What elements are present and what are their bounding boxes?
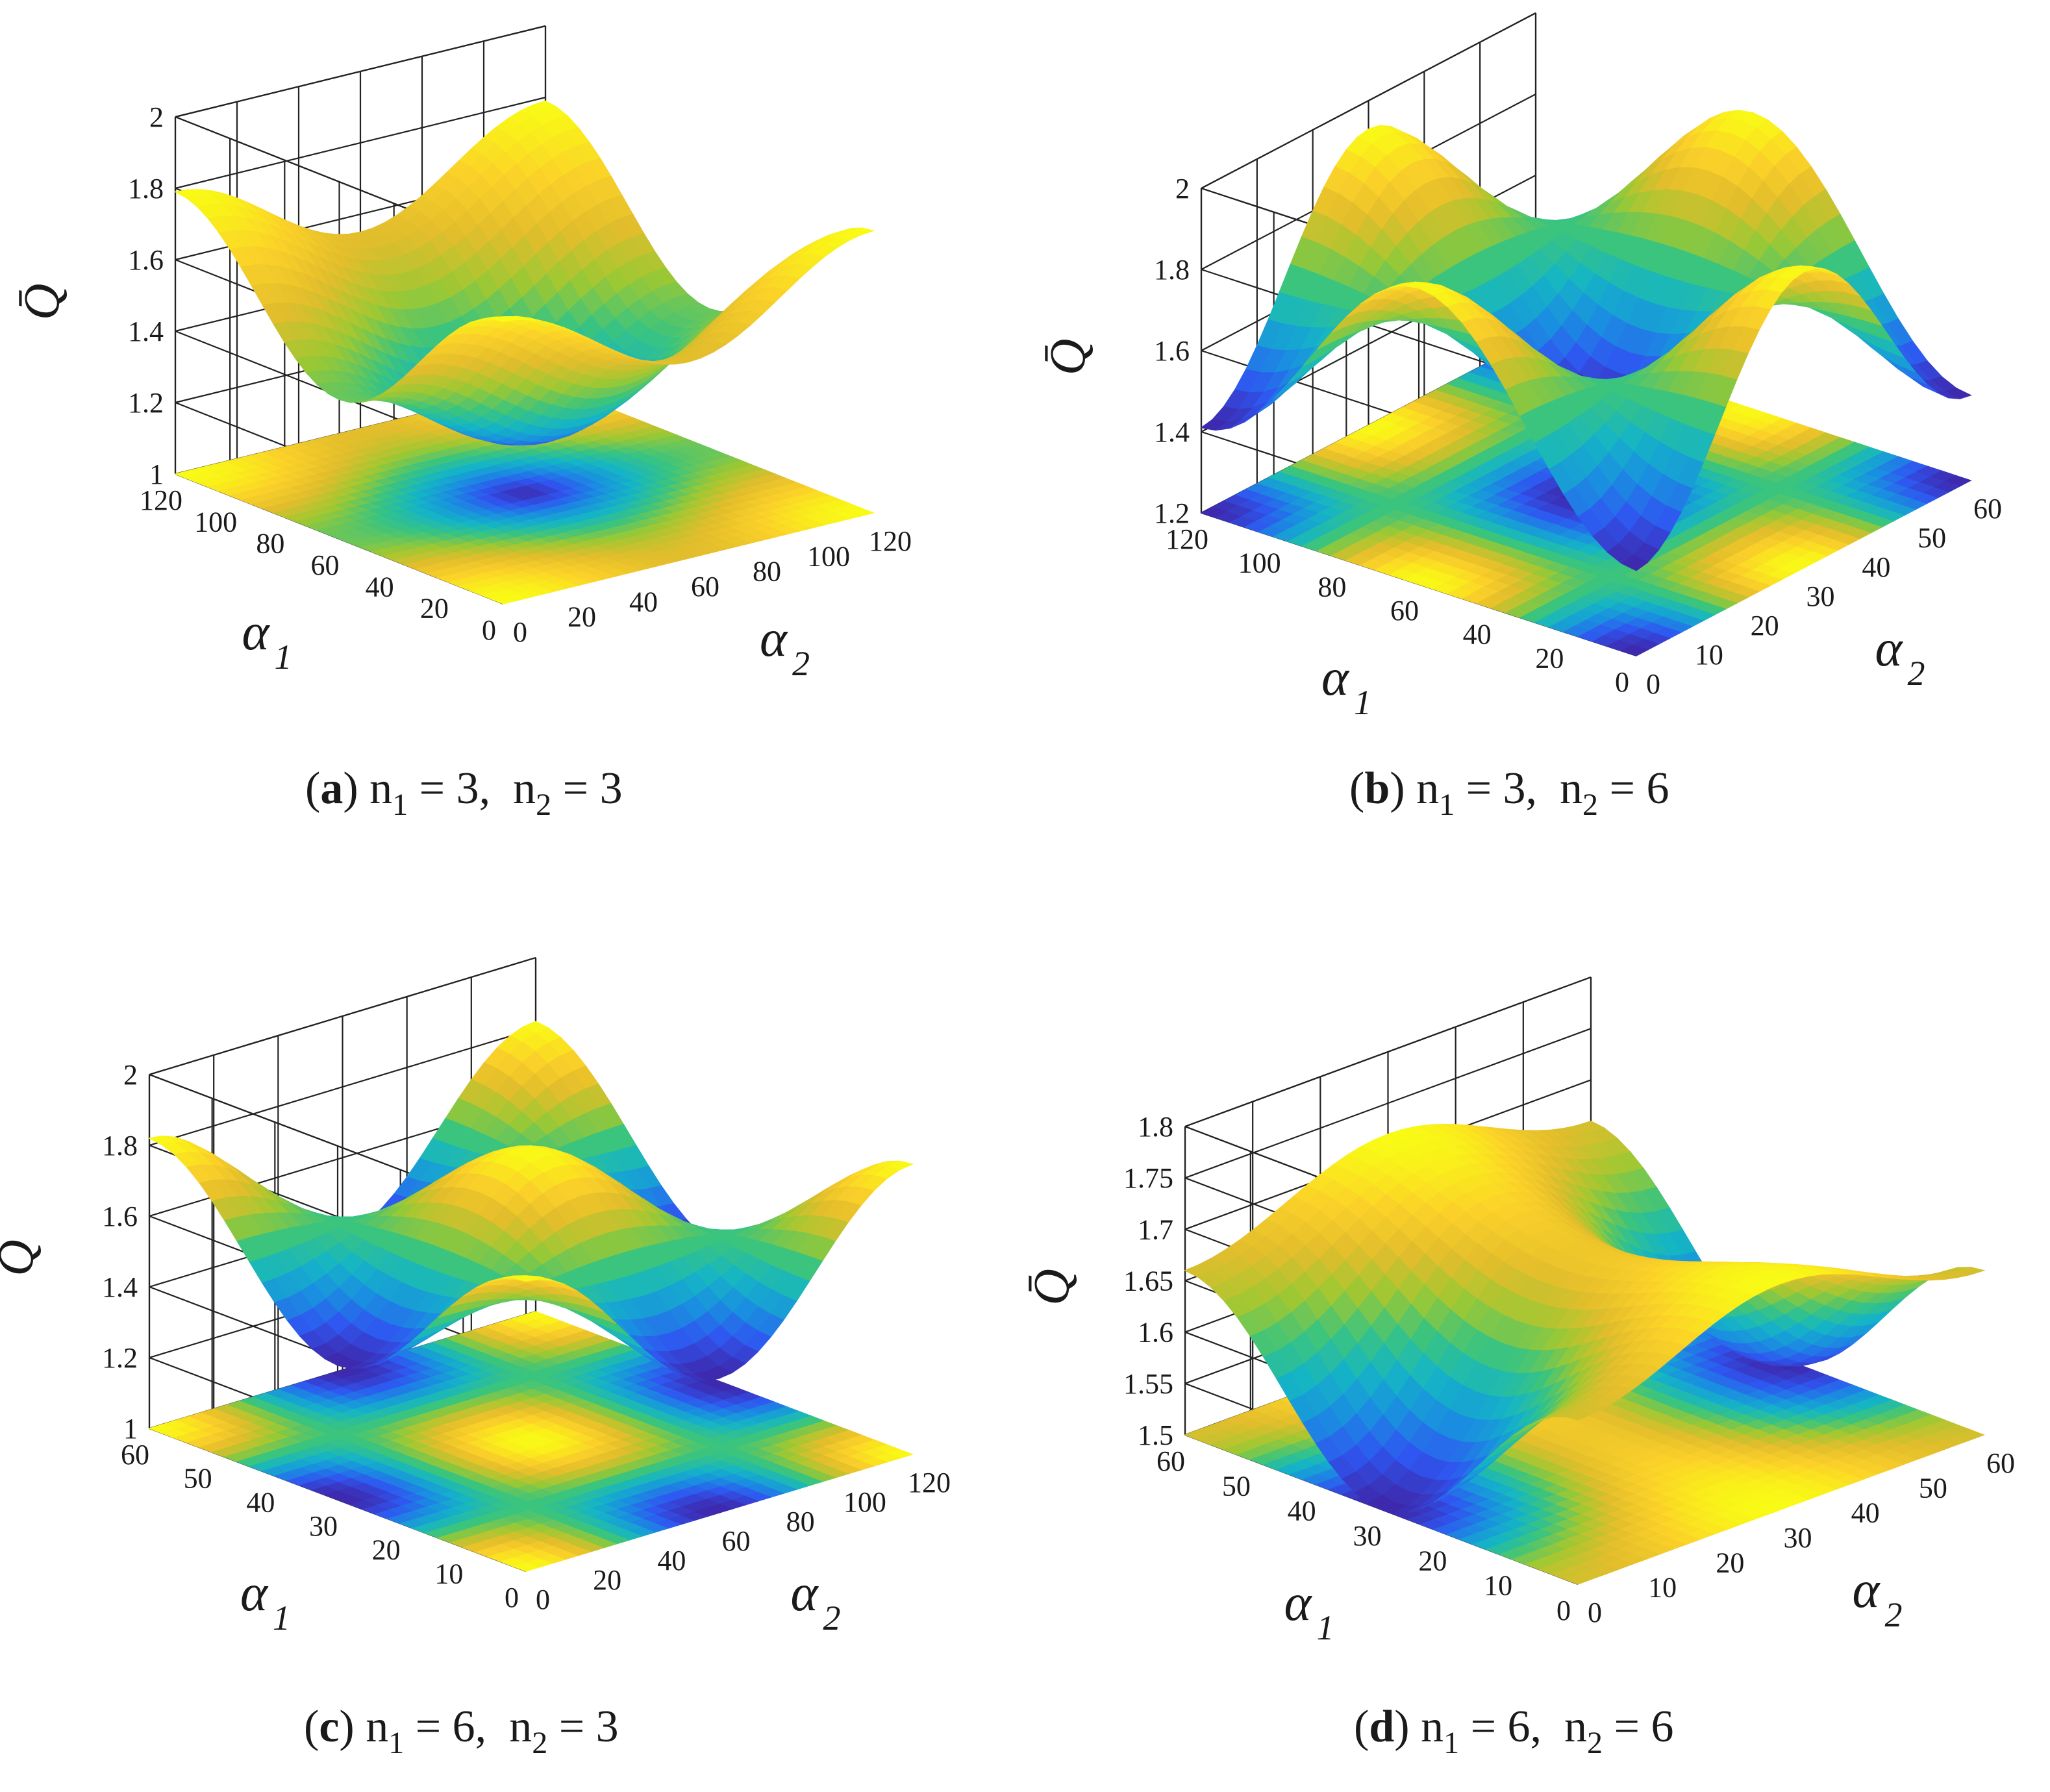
z-tick-label: 1.6 (1154, 335, 1190, 367)
z-tick-label: 1.4 (128, 316, 164, 347)
y-tick-label: 40 (629, 586, 658, 617)
z-tick-label: 1.8 (1154, 254, 1190, 286)
x-axis-label-sub: 1 (275, 638, 292, 677)
y-tick-label: 80 (753, 556, 781, 588)
x-tick-label: 40 (1463, 619, 1492, 651)
y-tick-label: 60 (691, 571, 719, 603)
z-axis-label: Q̄ (1039, 339, 1095, 375)
z-tick-label: 2 (149, 101, 164, 133)
y-axis-label: α (1875, 620, 1904, 677)
z-axis-label: Q̄ (13, 284, 69, 320)
y-tick-label: 20 (568, 601, 596, 633)
y-tick-label: 10 (1695, 639, 1723, 671)
z-tick-label: 1.2 (1154, 497, 1190, 529)
y-tick-label: 20 (1751, 610, 1779, 641)
x-axis-label: α (1321, 649, 1350, 706)
x-tick-label: 40 (366, 571, 394, 603)
y-tick-label: 60 (1973, 493, 2002, 525)
y-tick-label: 30 (1806, 580, 1835, 612)
y-tick-label: 0 (1646, 668, 1660, 700)
panel-c: 010203040506002040608010012011.21.41.61.… (0, 956, 951, 1637)
x-tick-label: 0 (1615, 666, 1629, 698)
y-axis-label-sub: 2 (792, 644, 810, 683)
x-tick-label: 20 (1535, 642, 1564, 674)
x-tick-label: 0 (482, 614, 496, 646)
frame-line (175, 25, 546, 118)
x-tick-label: 80 (1318, 571, 1346, 603)
y-tick-label: 0 (513, 616, 527, 648)
y-tick-label: 120 (869, 525, 912, 557)
floor-cell (490, 595, 518, 604)
x-tick-label: 20 (420, 593, 449, 625)
x-axis-label: α (242, 604, 271, 661)
x-axis-label-sub: 1 (1354, 683, 1371, 722)
y-axis-label: α (760, 610, 788, 667)
x-tick-label: 60 (311, 549, 340, 581)
x-tick-label: 100 (1238, 547, 1281, 579)
z-tick-label: 1.8 (128, 173, 164, 205)
z-tick-label: 1.6 (128, 244, 164, 276)
x-tick-label: 100 (194, 506, 237, 538)
y-axis-label-sub: 2 (1908, 654, 1925, 693)
z-tick-label: 1.2 (128, 387, 164, 419)
z-tick-label: 2 (1175, 173, 1190, 205)
z-tick-label: 1.4 (1154, 416, 1190, 448)
x-tick-label: 80 (256, 528, 284, 560)
panel-b: 02040608010012001020304050601.21.41.61.8… (1039, 12, 2002, 722)
y-tick-label: 100 (807, 540, 850, 572)
y-tick-label: 40 (1862, 551, 1890, 583)
z-tick-label: 1 (149, 458, 164, 490)
x-tick-label: 60 (1390, 595, 1419, 627)
surface (173, 100, 875, 446)
y-tick-label: 50 (1918, 522, 1946, 554)
